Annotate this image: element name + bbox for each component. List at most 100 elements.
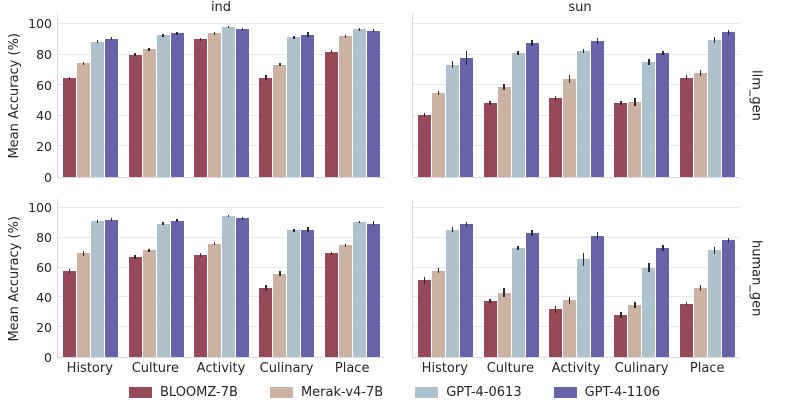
bar-gpt-4-1106-activity xyxy=(236,27,250,177)
bar-merak-v4-7b-history xyxy=(77,251,91,357)
error-bar xyxy=(568,296,571,305)
error-bar xyxy=(330,251,333,255)
error-bar xyxy=(503,288,505,298)
bar-gpt-4-1106-history xyxy=(105,218,119,357)
y-tick-label: 20 xyxy=(36,320,52,335)
error-bar xyxy=(68,269,71,274)
bar-group-culinary xyxy=(609,199,674,357)
bar-gpt-4-0613-place xyxy=(707,37,721,177)
legend-item-merak-v4-7b: Merak-v4-7B xyxy=(269,385,383,400)
bar-bloomz-7b-activity xyxy=(549,95,563,177)
bar-merak-v4-7b-activity xyxy=(563,75,577,177)
bar-group-place xyxy=(675,13,740,177)
y-tick-label: 60 xyxy=(36,77,52,93)
bar-bloomz-7b-activity xyxy=(194,252,208,357)
error-bar xyxy=(307,32,309,38)
facet-row-label-human-gen-text: human_gen xyxy=(748,240,764,317)
bar-group-culinary xyxy=(609,13,674,177)
gridline xyxy=(58,114,385,116)
x-tick-label: Culture xyxy=(486,361,535,376)
bar-groups xyxy=(58,13,385,177)
legend: BLOOMZ-7B Merak-v4-7B GPT-4-0613 GPT-4-1… xyxy=(0,385,789,400)
y-tick-label: 0 xyxy=(44,170,52,185)
x-tick-label: Culinary xyxy=(259,361,314,376)
bar-gpt-4-1106-place xyxy=(721,30,735,177)
error-bar xyxy=(685,75,688,80)
bar-gpt-4-0613-activity xyxy=(577,252,591,357)
bar-gpt-4-0613-culture xyxy=(511,50,525,177)
gridline xyxy=(413,53,740,55)
error-bar xyxy=(489,298,491,304)
bar-gpt-4-0613-activity xyxy=(222,215,236,357)
bar-gpt-4-1106-history xyxy=(105,37,119,177)
panel-sun-human-gen xyxy=(412,199,740,358)
bar-bloomz-7b-culture xyxy=(128,53,142,177)
error-bar xyxy=(213,242,216,246)
facet-title-sun: sun xyxy=(568,0,592,15)
x-axis-labels-left: History Culture Activity Culinary Place xyxy=(57,361,385,377)
bar-gpt-4-1106-activity xyxy=(591,37,605,177)
error-bar xyxy=(727,30,730,35)
bar-merak-v4-7b-culinary xyxy=(628,98,642,177)
facet-title-ind: ind xyxy=(210,0,232,15)
panel-ind-human-gen xyxy=(57,199,385,358)
bar-gpt-4-0613-culinary xyxy=(287,35,301,177)
bar-bloomz-7b-culinary xyxy=(614,311,628,357)
bar-group-activity xyxy=(544,13,609,177)
bar-gpt-4-1106-activity xyxy=(236,216,250,357)
bar-merak-v4-7b-place xyxy=(338,34,352,177)
x-tick-label: Place xyxy=(689,361,725,376)
bar-group-activity xyxy=(189,13,254,177)
error-bar xyxy=(344,34,347,38)
error-bar xyxy=(423,112,426,118)
bar-gpt-4-0613-place xyxy=(707,246,721,357)
bar-bloomz-7b-culture xyxy=(483,100,497,177)
bar-merak-v4-7b-place xyxy=(338,243,352,357)
bar-group-culture xyxy=(123,199,188,357)
legend-label-gpt-4-0613: GPT-4-0613 xyxy=(446,385,522,400)
error-bar xyxy=(96,219,99,223)
error-bar xyxy=(465,50,468,65)
bar-bloomz-7b-history xyxy=(418,276,432,357)
y-axis-title-top-text: Mean Accuracy (%) xyxy=(6,32,22,159)
error-bar xyxy=(634,98,636,106)
bar-gpt-4-1106-place xyxy=(721,237,735,357)
gridline xyxy=(58,84,385,86)
bar-bloomz-7b-place xyxy=(324,50,338,177)
error-bar xyxy=(162,33,164,38)
error-bar xyxy=(148,47,150,51)
bar-merak-v4-7b-place xyxy=(693,69,707,177)
bar-group-history xyxy=(413,13,478,177)
bar-group-place xyxy=(675,199,740,357)
error-bar xyxy=(634,301,636,308)
error-bar xyxy=(279,271,281,276)
x-tick-label: Place xyxy=(334,361,370,376)
bar-gpt-4-0613-activity xyxy=(577,48,591,177)
x-tick-label: Activity xyxy=(196,361,246,376)
error-bar xyxy=(330,50,333,54)
bar-bloomz-7b-culinary xyxy=(259,284,273,357)
error-bar xyxy=(437,90,440,96)
y-axis-title-bottom-text: Mean Accuracy (%) xyxy=(6,215,22,342)
bar-gpt-4-0613-place xyxy=(352,28,366,177)
bar-gpt-4-1106-history xyxy=(460,222,474,357)
error-bar xyxy=(596,37,599,44)
error-bar xyxy=(451,227,454,232)
bar-gpt-4-1106-place xyxy=(366,221,380,357)
bar-group-activity xyxy=(189,199,254,357)
gridline xyxy=(58,23,385,24)
error-bar xyxy=(465,222,468,227)
error-bar xyxy=(699,284,702,291)
error-bar xyxy=(554,95,557,101)
legend-swatch-gpt-4-0613 xyxy=(415,387,439,398)
gridline xyxy=(413,326,740,328)
gridline xyxy=(413,114,740,116)
bar-groups xyxy=(413,13,740,177)
gridline xyxy=(413,207,740,208)
bar-bloomz-7b-place xyxy=(679,75,693,177)
bar-merak-v4-7b-activity xyxy=(208,31,222,177)
error-bar xyxy=(620,100,622,106)
error-bar xyxy=(213,31,216,35)
y-tick-label: 60 xyxy=(36,260,52,275)
bar-group-place xyxy=(320,199,385,357)
